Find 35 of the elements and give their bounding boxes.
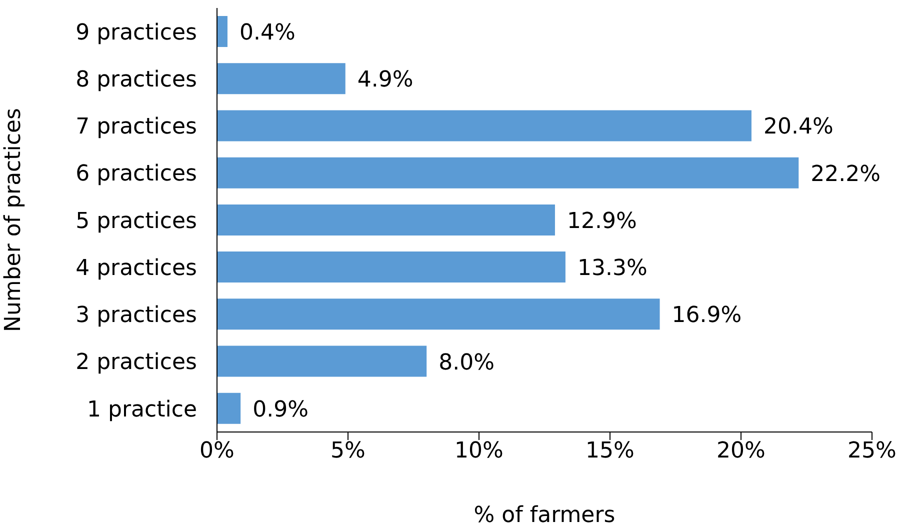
- y-tick-label: 6 practices: [76, 162, 197, 187]
- x-tick-label: 20%: [716, 438, 766, 464]
- data-label: 22.2%: [810, 162, 881, 187]
- y-axis-title: Number of practices: [0, 108, 26, 332]
- data-label: 16.9%: [672, 303, 742, 328]
- x-axis-title: % of farmers: [474, 503, 616, 524]
- data-label: 20.4%: [763, 114, 834, 140]
- x-tick-label: 5%: [330, 438, 366, 464]
- data-label: 0.4%: [239, 20, 296, 46]
- x-tick-label: 0%: [200, 438, 234, 464]
- bar: [217, 110, 752, 142]
- y-tick-label: 3 practices: [76, 303, 197, 328]
- y-tick-label: 5 practices: [76, 208, 197, 234]
- bar: [217, 157, 799, 188]
- data-label: 12.9%: [566, 208, 637, 234]
- bar: [217, 298, 660, 330]
- bar: [217, 204, 555, 236]
- bar: [217, 63, 346, 94]
- x-tick-label: 15%: [586, 438, 634, 464]
- bar: [217, 392, 241, 424]
- y-tick-label: 8 practices: [76, 67, 197, 92]
- x-tick-label: 10%: [454, 438, 504, 464]
- x-tick-label: 25%: [848, 438, 896, 464]
- data-label: 0.9%: [252, 397, 308, 422]
- data-label: 13.3%: [577, 256, 648, 282]
- bar: [217, 16, 228, 47]
- bar: [217, 252, 566, 283]
- y-tick-label: 9 practices: [76, 20, 197, 46]
- y-tick-label: 7 practices: [76, 114, 197, 140]
- data-label: 8.0%: [438, 350, 495, 376]
- y-tick-label: 2 practices: [76, 350, 197, 376]
- y-tick-label: 4 practices: [76, 256, 197, 281]
- data-label: 4.9%: [357, 68, 414, 93]
- bar: [217, 346, 427, 377]
- y-tick-label: 1 practice: [87, 397, 197, 422]
